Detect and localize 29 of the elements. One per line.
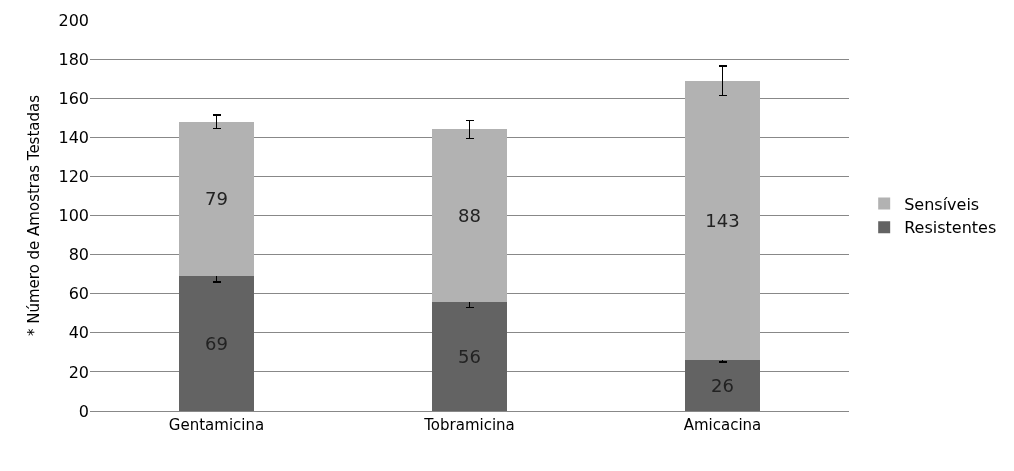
data-label: 143: [705, 209, 740, 231]
x-tick-label: Amicacina: [683, 416, 762, 434]
data-label: 56: [458, 345, 481, 367]
data-label: 69: [205, 333, 228, 355]
y-tick-label: 80: [68, 245, 89, 265]
y-tick-label: 60: [68, 284, 89, 304]
legend-label: Sensíveis: [904, 194, 980, 214]
x-tick-label: Gentamicina: [168, 416, 265, 434]
bar: [431, 129, 508, 302]
y-tick-label: 100: [58, 206, 89, 226]
data-label: 79: [205, 188, 228, 210]
y-tick-label: 0: [78, 401, 89, 421]
y-axis-title: * Número de Amostras Testadas: [24, 94, 43, 337]
bar: [684, 360, 761, 411]
y-tick-label: 40: [68, 323, 89, 343]
y-tick-label: 200: [58, 10, 89, 30]
bar: [178, 121, 255, 277]
y-tick-label: 120: [58, 167, 89, 186]
y-tick-label: 180: [58, 49, 89, 69]
data-label: 26: [711, 375, 734, 397]
y-tick-label: 20: [68, 362, 89, 382]
bar: [431, 301, 508, 411]
data-label: 88: [458, 205, 481, 226]
y-tick-label: 160: [58, 88, 89, 108]
bar: [684, 80, 761, 361]
legend-label: Resistentes: [904, 218, 997, 238]
bar: [178, 276, 255, 411]
x-tick-label: Tobramicina: [423, 416, 515, 434]
y-tick-label: 140: [58, 127, 89, 147]
